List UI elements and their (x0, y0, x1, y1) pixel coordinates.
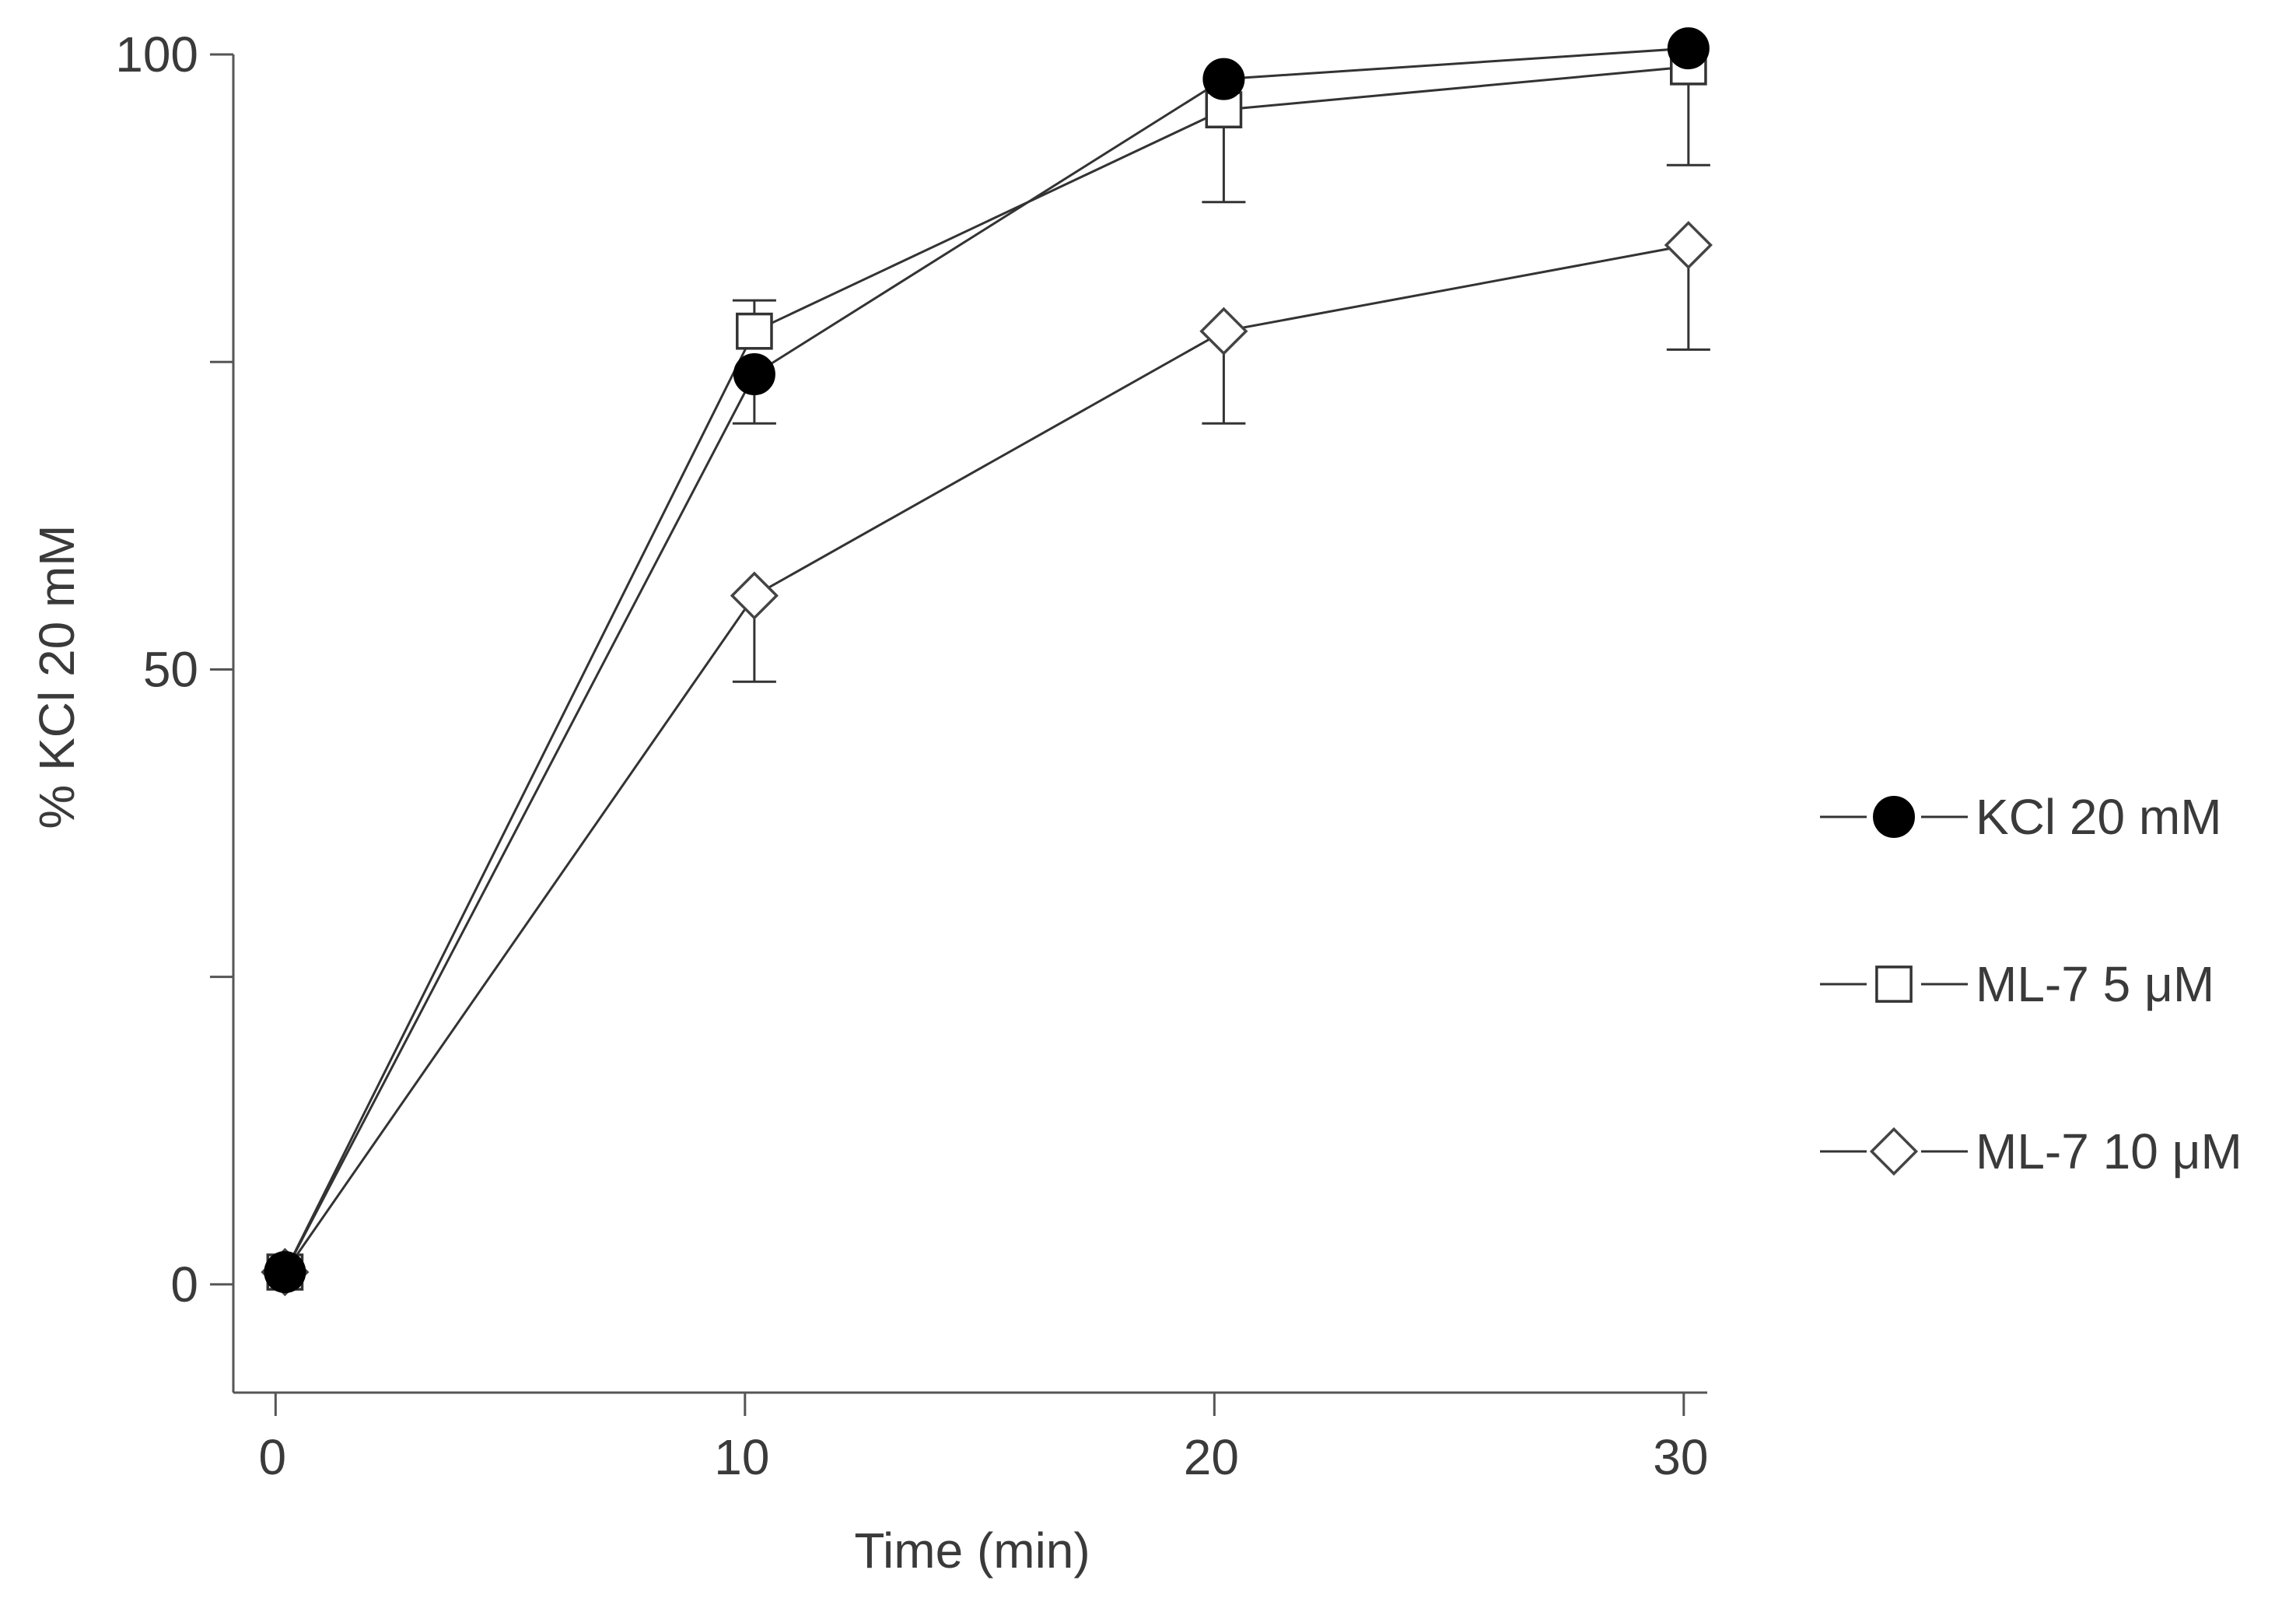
x-tick-label: 10 (714, 1429, 769, 1485)
legend-label: KCl 20 mM (1976, 789, 2222, 845)
y-tick-label: 50 (143, 641, 198, 697)
series-line (284, 244, 1689, 1273)
x-tick-label: 30 (1653, 1429, 1708, 1485)
data-point (1199, 307, 1248, 356)
series-line (284, 65, 1689, 1273)
legend-marker (1869, 1127, 1919, 1176)
y-tick-label: 100 (115, 26, 198, 82)
legend-label: ML-7 10 μM (1976, 1123, 2242, 1179)
data-point (733, 353, 775, 396)
legend-label: ML-7 5 μM (1976, 956, 2214, 1012)
x-tick-label: 0 (259, 1429, 287, 1485)
data-point (1664, 220, 1713, 270)
ticks: 0 50 100 0 10 20 30 (115, 26, 1708, 1485)
y-tick-label: 0 (170, 1256, 198, 1312)
series-line (284, 47, 1689, 1273)
axes (232, 54, 1707, 1394)
x-tick-label: 20 (1184, 1429, 1239, 1485)
data-point (264, 1251, 306, 1294)
data-point (1667, 27, 1710, 70)
legend-marker (1875, 965, 1913, 1003)
y-axis-title: % KCl 20 mM (29, 524, 85, 829)
legend: KCl 20 mM ML-7 5 μM ML-7 10 μM (1820, 789, 2242, 1179)
x-axis-title: Time (min) (854, 1523, 1090, 1579)
data-point (1202, 58, 1245, 100)
data-point (730, 571, 779, 620)
series (261, 27, 1713, 1297)
legend-marker (1873, 796, 1915, 838)
data-point (736, 312, 773, 350)
